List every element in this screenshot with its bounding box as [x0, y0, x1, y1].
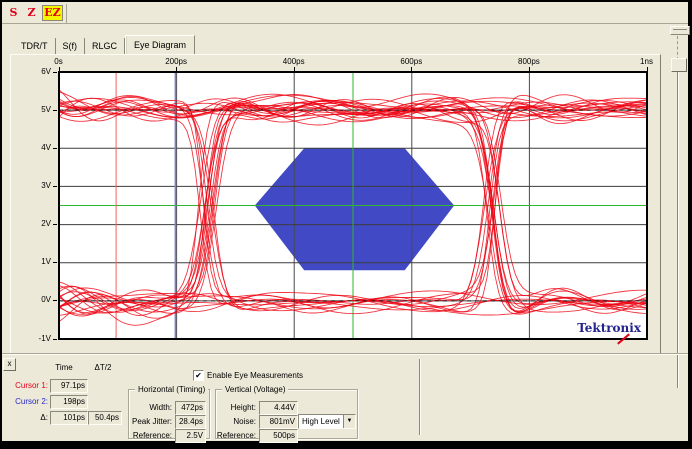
delta-time-value: 101ps: [50, 411, 88, 425]
column-header-delta-t-2: ΔT/2: [86, 363, 120, 372]
application-window: { "colors": { "window_bg": "#ece9d8", "t…: [0, 0, 692, 449]
width-label: Width:: [129, 403, 172, 412]
close-panel-button[interactable]: x: [3, 358, 16, 371]
x-tick-label: 400ps: [283, 57, 305, 66]
z-impedance-button[interactable]: Z: [24, 5, 39, 20]
mask-hexagon: [255, 148, 454, 270]
x-tick-label: 0s: [54, 57, 62, 66]
height-value: 4.44V: [259, 401, 298, 415]
eye-diagram-plot[interactable]: Tektronix: [58, 71, 648, 340]
vertical-reference-label: Reference:: [216, 431, 256, 440]
tab-rlgc[interactable]: RLGC: [85, 38, 125, 54]
toolbar-button-group: S Z EZ: [4, 4, 67, 23]
tab-eye-diagram[interactable]: Eye Diagram: [125, 35, 195, 55]
y-tick-mark: [53, 72, 57, 73]
y-tick-mark: [53, 300, 57, 301]
x-tick-mark: [647, 67, 648, 72]
y-tick-label: 0V: [23, 295, 51, 304]
vertical-voltage-group: Vertical (Voltage) Height: 4.44V Noise: …: [215, 389, 358, 439]
y-tick-mark: [53, 262, 57, 263]
delta-label: Δ:: [4, 413, 48, 422]
measurement-panel: x Time ΔT/2 Cursor 1: 97.1ps Cursor 2: 1…: [2, 354, 688, 442]
y-tick-label: 2V: [23, 219, 51, 228]
x-tick-mark: [411, 67, 412, 72]
delta-t-2-value: 50.4ps: [88, 411, 122, 425]
x-tick-mark: [59, 67, 60, 72]
horizontal-reference-label: Reference:: [129, 431, 172, 440]
y-tick-label: 6V: [23, 67, 51, 76]
enable-eye-measurements-label: Enable Eye Measurements: [207, 371, 303, 380]
y-tick-label: 1V: [23, 257, 51, 266]
eye-diagram-canvas: [59, 72, 647, 339]
vertical-slider-ticks: [677, 36, 678, 60]
cursor1-time-value: 97.1ps: [50, 379, 88, 393]
y-tick-mark: [53, 224, 57, 225]
cursor1-label: Cursor 1:: [4, 381, 48, 390]
vertical-voltage-title: Vertical (Voltage): [222, 385, 288, 394]
tab-s-f[interactable]: S(f): [56, 38, 86, 54]
vertical-slider-track[interactable]: [677, 62, 679, 388]
x-tick-mark: [294, 67, 295, 72]
noise-value: 801mV: [259, 415, 298, 429]
cursor2-label: Cursor 2:: [4, 397, 48, 406]
cursor2-time-value: 198ps: [50, 395, 88, 409]
x-tick-label: 200ps: [165, 57, 187, 66]
vertical-reference-value: 500ps: [259, 429, 298, 443]
x-tick-label: 600ps: [400, 57, 422, 66]
noise-level-dropdown-value: High Level: [302, 417, 340, 426]
horizontal-timing-title: Horizontal (Timing): [135, 385, 208, 394]
peak-jitter-value: 28.4ps: [175, 415, 206, 429]
tab-bar: TDR/T S(f) RLGC Eye Diagram: [14, 34, 195, 54]
x-tick-mark: [529, 67, 530, 72]
y-tick-label: 4V: [23, 143, 51, 152]
height-label: Height:: [216, 403, 256, 412]
horizontal-reference-value: 2.5V: [175, 429, 206, 443]
y-tick-mark: [53, 186, 57, 187]
x-tick-label: 800ps: [518, 57, 540, 66]
noise-level-dropdown[interactable]: High Level ▼: [298, 414, 356, 429]
toolbar: S Z EZ: [2, 2, 688, 24]
tektronix-logo: Tektronix: [577, 321, 641, 335]
y-tick-label: -1V: [23, 334, 51, 343]
y-tick-label: 5V: [23, 105, 51, 114]
dropdown-arrow-icon[interactable]: ▼: [343, 415, 355, 428]
vertical-slider-grip[interactable]: [670, 26, 690, 35]
y-tick-mark: [53, 148, 57, 149]
column-header-time: Time: [46, 363, 82, 372]
check-icon: ✔: [195, 371, 202, 380]
horizontal-timing-group: Horizontal (Timing) Width: 472ps Peak Ji…: [128, 389, 210, 439]
eye-diagram-panel: Tektronix 0s 200ps 400ps 600ps 800ps 1ns 6V 5V 4…: [10, 54, 661, 354]
vertical-slider-thumb[interactable]: [671, 58, 687, 72]
panel-separator: [419, 359, 421, 435]
width-value: 472ps: [175, 401, 206, 415]
noise-label: Noise:: [216, 417, 256, 426]
tab-tdr-t[interactable]: TDR/T: [14, 38, 56, 54]
ez-button[interactable]: EZ: [42, 5, 63, 21]
y-tick-label: 3V: [23, 181, 51, 190]
enable-eye-measurements-checkbox[interactable]: ✔: [193, 370, 204, 381]
peak-jitter-label: Peak Jitter:: [129, 417, 172, 426]
y-tick-mark: [53, 110, 57, 111]
x-tick-mark: [176, 67, 177, 72]
y-tick-mark: [53, 339, 57, 340]
main-window: S Z EZ TDR/T S(f) RLGC Eye Diagram Tektr…: [2, 2, 688, 441]
s-parameters-button[interactable]: S: [6, 5, 21, 20]
x-tick-label: 1ns: [640, 57, 653, 66]
